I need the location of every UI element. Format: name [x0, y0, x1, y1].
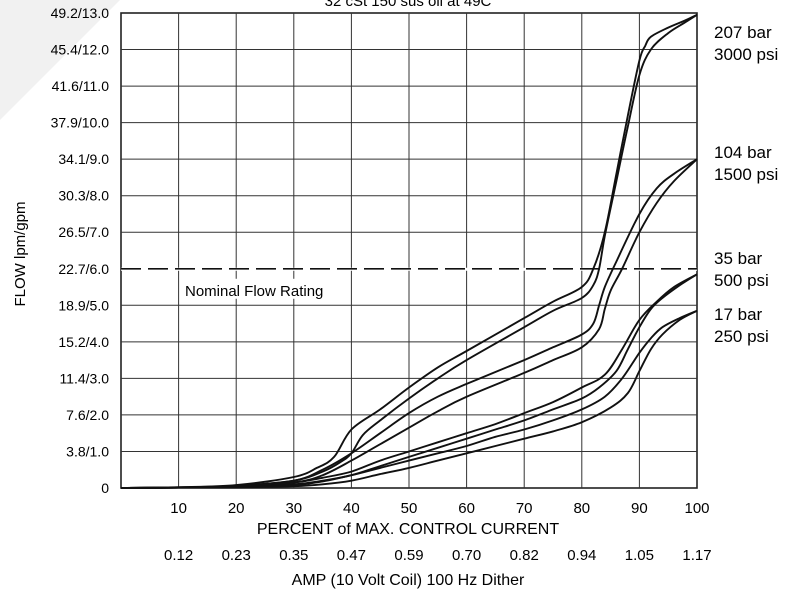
amp-tick-label: 1.05: [625, 547, 654, 564]
series-labels: 207 bar 3000 psi 104 bar 1500 psi 35 bar 500 …: [714, 23, 778, 346]
y-tick-label: 45.4/12.0: [51, 42, 110, 58]
x-axis-ticks: 10 20 30 40 50 60 70 80 90 100: [170, 500, 709, 517]
x-tick-label: 40: [343, 500, 360, 517]
flow-curves: [120, 13, 698, 489]
watermark: [0, 0, 130, 135]
series-label: 35 bar: [714, 249, 763, 268]
chart-title: 32 cSt 150 sus oil at 49C: [325, 0, 492, 10]
series-label: 250 psi: [714, 327, 769, 346]
flow-curve-upper: [120, 158, 698, 489]
y-tick-label-zero: 0: [101, 480, 109, 496]
y-tick-label: 30.3/8.0: [58, 188, 109, 204]
series-label: 1500 psi: [714, 165, 778, 184]
amp-tick-label: 0.94: [567, 547, 596, 564]
x-tick-label: 90: [631, 500, 648, 517]
flow-curve-upper: [120, 309, 698, 489]
y-axis-ticks: 3.8/1.0 7.6/2.0 11.4/3.0 15.2/4.0 18.9/5.0 22…: [51, 5, 110, 496]
x-tick-label: 30: [285, 500, 302, 517]
y-tick-label: 7.6/2.0: [66, 407, 109, 423]
series-label: 207 bar: [714, 23, 772, 42]
x-tick-label: 100: [684, 500, 709, 517]
y-tick-label: 41.6/11.0: [52, 78, 110, 94]
y-tick-label: 18.9/5.0: [58, 297, 109, 313]
x-tick-label: 50: [401, 500, 418, 517]
x-tick-label: 60: [458, 500, 475, 517]
amp-tick-label: 0.82: [510, 547, 539, 564]
y-tick-label: 37.9/10.0: [51, 115, 110, 131]
amp-tick-label: 1.17: [682, 547, 711, 564]
series-label: 104 bar: [714, 143, 772, 162]
reference-label-bg: [180, 278, 348, 299]
amp-tick-label: 0.35: [279, 547, 308, 564]
reference-line-label: Nominal Flow Rating: [185, 283, 323, 300]
series-label: 500 psi: [714, 271, 769, 290]
amp-axis-ticks: 0.12 0.23 0.35 0.47 0.59 0.70 0.82 0.94 1.05 1.17: [164, 547, 712, 564]
amp-tick-label: 0.23: [222, 547, 251, 564]
y-axis-label: FLOW lpm/gpm: [12, 201, 29, 306]
x-tick-label: 10: [170, 500, 187, 517]
amp-tick-label: 0.70: [452, 547, 481, 564]
flow-curve-lower: [120, 309, 698, 489]
y-tick-label: 11.4/3.0: [59, 370, 109, 386]
y-tick-label: 34.1/9.0: [58, 151, 109, 167]
y-tick-label: 15.2/4.0: [58, 334, 109, 350]
y-tick-label: 49.2/13.0: [51, 5, 110, 21]
nominal-flow-line: Nominal Flow Rating: [121, 267, 697, 300]
x-tick-label: 20: [228, 500, 245, 517]
y-tick-label: 26.5/7.0: [58, 224, 109, 240]
chart-grid: [120, 12, 698, 489]
flow-curve-upper: [120, 273, 698, 489]
y-tick-label: 22.7/6.0: [58, 261, 109, 277]
flow-curve-lower: [120, 13, 698, 489]
series-label: 17 bar: [714, 305, 763, 324]
amp-tick-label: 0.47: [337, 547, 366, 564]
series-label: 3000 psi: [714, 45, 778, 64]
x-axis-label: PERCENT of MAX. CONTROL CURRENT: [257, 521, 559, 538]
x-tick-label: 70: [516, 500, 533, 517]
y-tick-label: 3.8/1.0: [66, 443, 109, 459]
amp-axis-label: AMP (10 Volt Coil) 100 Hz Dither: [292, 572, 525, 589]
amp-tick-label: 0.59: [394, 547, 423, 564]
amp-tick-label: 0.12: [164, 547, 193, 564]
flow-curve-upper: [120, 13, 698, 489]
x-tick-label: 80: [573, 500, 590, 517]
